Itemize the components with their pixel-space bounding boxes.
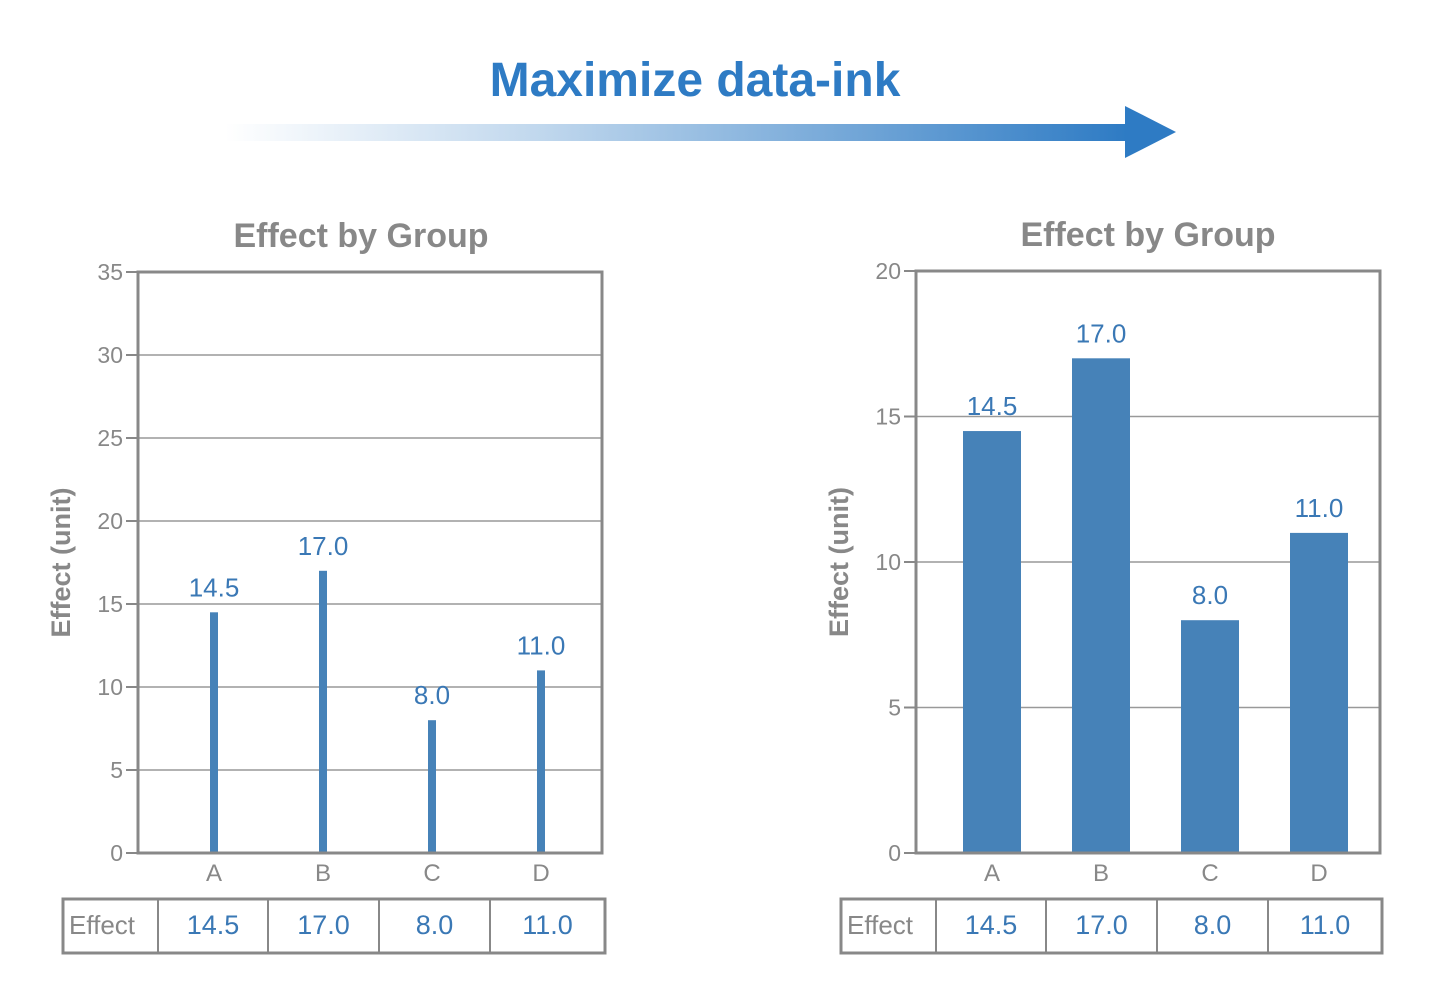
table-cell: 8.0 xyxy=(1194,910,1232,940)
header-title: Maximize data-ink xyxy=(490,54,901,107)
bar-B xyxy=(1072,358,1130,853)
y-tick-label: 0 xyxy=(888,840,901,866)
bar-C xyxy=(428,720,436,853)
value-label: 8.0 xyxy=(414,680,450,710)
x-tick-label: D xyxy=(1310,860,1327,887)
value-label: 14.5 xyxy=(189,572,240,602)
table-frame xyxy=(61,897,607,955)
chart-2: Effect by Group Effect (unit) 0 5 10 15 20 14.5… xyxy=(824,216,1384,955)
table-frame xyxy=(839,897,1384,955)
plot-frame xyxy=(914,269,1382,855)
value-label: 17.0 xyxy=(298,531,349,561)
y-tick-label: 35 xyxy=(97,259,123,285)
bar-B xyxy=(319,570,327,853)
x-tick-label: C xyxy=(423,860,440,887)
x-tick-label: A xyxy=(984,860,1000,887)
value-label: 11.0 xyxy=(1295,493,1344,523)
table-row-label: Effect xyxy=(847,910,914,940)
y-tick-label: 5 xyxy=(110,757,123,783)
y-tick-label: 10 xyxy=(97,674,123,700)
table-cell: 11.0 xyxy=(1300,910,1351,940)
y-tick-label: 0 xyxy=(110,840,123,866)
table-cell: 17.0 xyxy=(1075,910,1128,940)
chart-title: Effect by Group xyxy=(233,217,488,255)
y-tick-label: 25 xyxy=(97,425,123,451)
y-tick-label: 10 xyxy=(875,549,901,575)
y-tick-label: 30 xyxy=(97,342,123,368)
data-table: Effect 14.5 17.0 8.0 11.0 xyxy=(61,897,607,955)
bar-D xyxy=(537,670,545,853)
x-tick-label: B xyxy=(1093,860,1109,887)
bar-D xyxy=(1290,532,1348,853)
y-tick-label: 20 xyxy=(875,258,901,284)
plot-frame xyxy=(136,270,604,855)
chart-title: Effect by Group xyxy=(1020,216,1275,254)
table-cell: 8.0 xyxy=(416,910,454,940)
y-axis-label: Effect (unit) xyxy=(824,487,854,637)
table-cell: 11.0 xyxy=(522,910,573,940)
right-arrow-icon xyxy=(225,106,1176,158)
y-tick-label: 15 xyxy=(97,591,123,617)
bar-A xyxy=(963,431,1021,853)
table-row-label: Effect xyxy=(69,910,136,940)
table-cell: 14.5 xyxy=(965,910,1018,940)
value-label: 17.0 xyxy=(1076,318,1127,348)
table-cell: 14.5 xyxy=(187,910,240,940)
bar-A xyxy=(210,612,218,853)
x-tick-label: D xyxy=(532,860,549,887)
y-axis-label: Effect (unit) xyxy=(46,488,76,638)
value-label: 14.5 xyxy=(967,391,1018,421)
value-label: 11.0 xyxy=(517,630,566,660)
x-tick-label: B xyxy=(315,860,331,887)
bar-C xyxy=(1181,620,1239,853)
y-tick-label: 20 xyxy=(97,508,123,534)
data-table: Effect 14.5 17.0 8.0 11.0 xyxy=(839,897,1384,955)
y-tick-label: 15 xyxy=(875,404,901,430)
value-label: 8.0 xyxy=(1192,580,1228,610)
x-tick-label: A xyxy=(206,860,222,887)
x-tick-label: C xyxy=(1201,860,1218,887)
chart-1: Effect by Group Effect (unit) 0 5 10 15 20 25 30… xyxy=(46,217,607,955)
y-tick-label: 5 xyxy=(888,695,901,721)
table-cell: 17.0 xyxy=(297,910,350,940)
